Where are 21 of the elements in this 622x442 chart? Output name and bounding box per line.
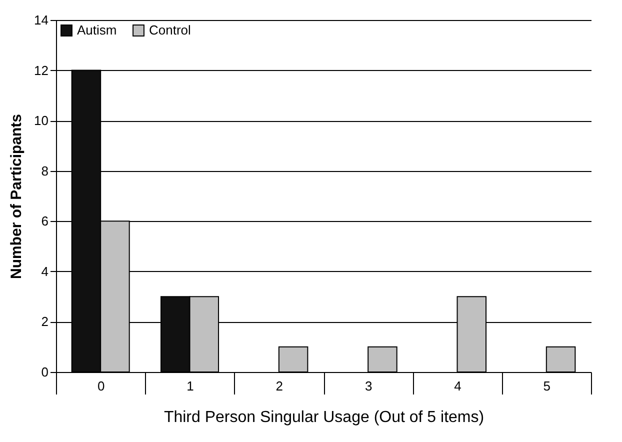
legend-label: Control	[149, 22, 192, 38]
x-tick-label: 5	[543, 378, 551, 394]
y-tick-label: 8	[41, 163, 48, 178]
x-tick-label: 0	[97, 378, 105, 394]
y-tick-label: 6	[41, 214, 48, 229]
bar	[368, 346, 398, 372]
y-tick-label: 0	[41, 364, 48, 380]
x-tick-label: 2	[276, 378, 284, 394]
y-tick-label: 12	[34, 62, 48, 78]
x-tick-label: 1	[186, 378, 194, 394]
x-tick-label: 3	[364, 378, 372, 394]
y-tick-label: 4	[41, 264, 48, 279]
legend-label: Autism	[77, 22, 117, 38]
y-tick-label: 10	[34, 113, 48, 128]
y-tick-label: 2	[41, 314, 48, 330]
y-tick-label: 14	[34, 12, 48, 28]
y-axis-title: Number of Participants	[8, 114, 26, 280]
bar	[278, 346, 308, 372]
x-tick-label: 4	[454, 378, 462, 394]
bar	[546, 346, 576, 372]
x-axis-title: Third Person Singular Usage (Out of 5 items)	[164, 409, 484, 426]
